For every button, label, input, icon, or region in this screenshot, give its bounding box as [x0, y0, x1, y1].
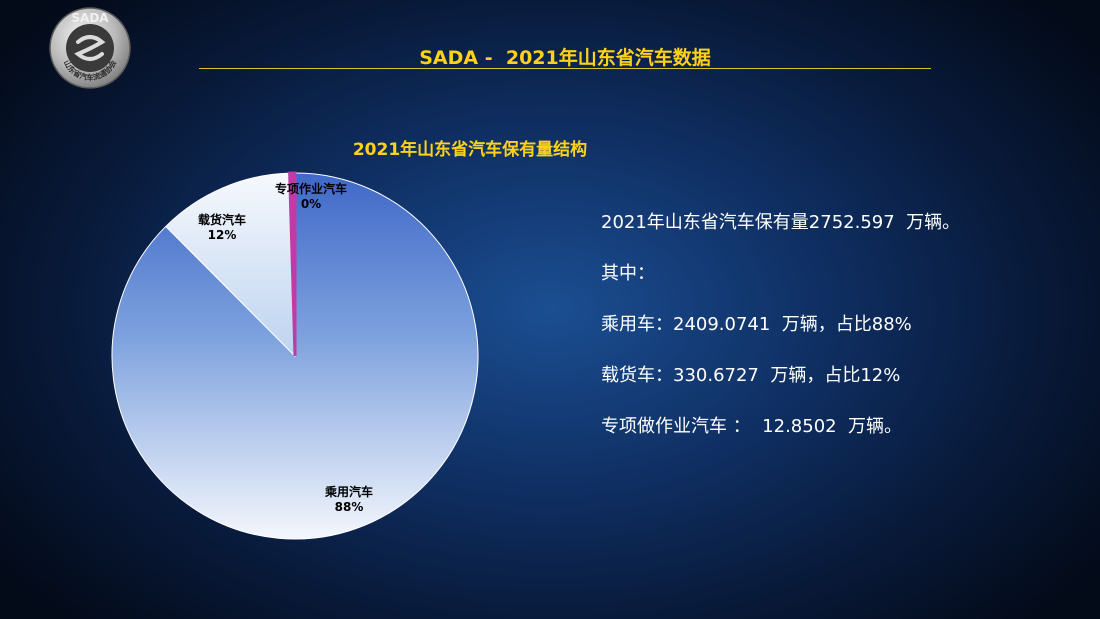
logo-title: SADA: [71, 11, 109, 25]
slice-percent-label: 0%: [301, 197, 321, 211]
page-title: SADA - 2021年山东省汽车数据: [419, 47, 711, 69]
slice-percent-label: 12%: [208, 228, 237, 242]
slice-name-label: 载货汽车: [198, 212, 246, 227]
info-passenger: 乘用车：2409.0741 万辆，占比88%: [601, 314, 912, 335]
info-special: 专项做作业汽车 ： 12.8502 万辆。: [601, 416, 903, 437]
pie-slice: [288, 171, 297, 357]
chart-title: 2021年山东省汽车保有量结构: [352, 140, 588, 160]
slice-name-label: 乘用汽车: [324, 484, 373, 499]
info-panel: 2021年山东省汽车保有量2752.597 万辆。 其中： 乘用车：2409.0…: [601, 208, 960, 463]
sada-logo: SADA 山东省汽车流通协会: [49, 7, 131, 89]
info-truck: 载货车：330.6727 万辆，占比12%: [601, 365, 901, 386]
title-underline: [199, 68, 931, 69]
slice-name-label: 专项作业汽车: [275, 181, 347, 196]
info-among: 其中：: [601, 263, 655, 284]
info-total: 2021年山东省汽车保有量2752.597 万辆。: [601, 212, 961, 233]
slice-percent-label: 88%: [335, 500, 364, 514]
pie-slice: [165, 172, 296, 358]
